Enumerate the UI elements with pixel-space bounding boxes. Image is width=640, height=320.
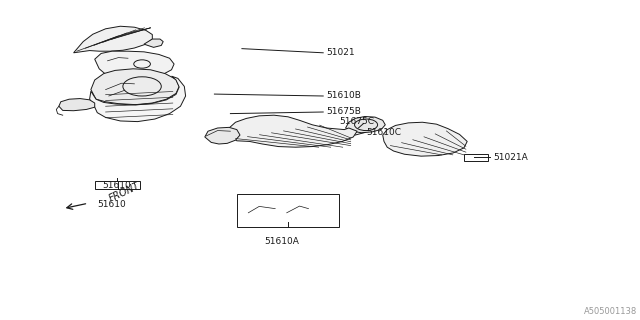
Text: 51610: 51610 [98, 200, 126, 209]
Polygon shape [59, 99, 95, 111]
Polygon shape [243, 202, 280, 219]
Text: 51610B: 51610B [326, 92, 361, 100]
Text: 51610C: 51610C [367, 128, 402, 137]
Polygon shape [282, 200, 314, 221]
Text: FRONT: FRONT [108, 181, 142, 204]
Text: 51610A: 51610A [264, 237, 299, 246]
Polygon shape [229, 115, 357, 147]
Polygon shape [74, 26, 152, 53]
Text: 51610: 51610 [103, 181, 131, 190]
Text: 51021: 51021 [326, 48, 355, 57]
Polygon shape [91, 69, 179, 105]
Polygon shape [205, 127, 240, 144]
Polygon shape [312, 209, 334, 221]
Polygon shape [90, 76, 186, 122]
Polygon shape [95, 51, 174, 78]
Polygon shape [144, 39, 163, 47]
Bar [95, 181, 140, 189]
Bar [464, 154, 488, 161]
Polygon shape [383, 122, 467, 156]
Polygon shape [346, 116, 385, 133]
Text: 51675B: 51675B [326, 108, 361, 116]
Text: A505001138: A505001138 [584, 307, 637, 316]
Bar [237, 194, 339, 227]
Text: 51675C: 51675C [339, 117, 374, 126]
Text: 51021A: 51021A [493, 153, 527, 162]
